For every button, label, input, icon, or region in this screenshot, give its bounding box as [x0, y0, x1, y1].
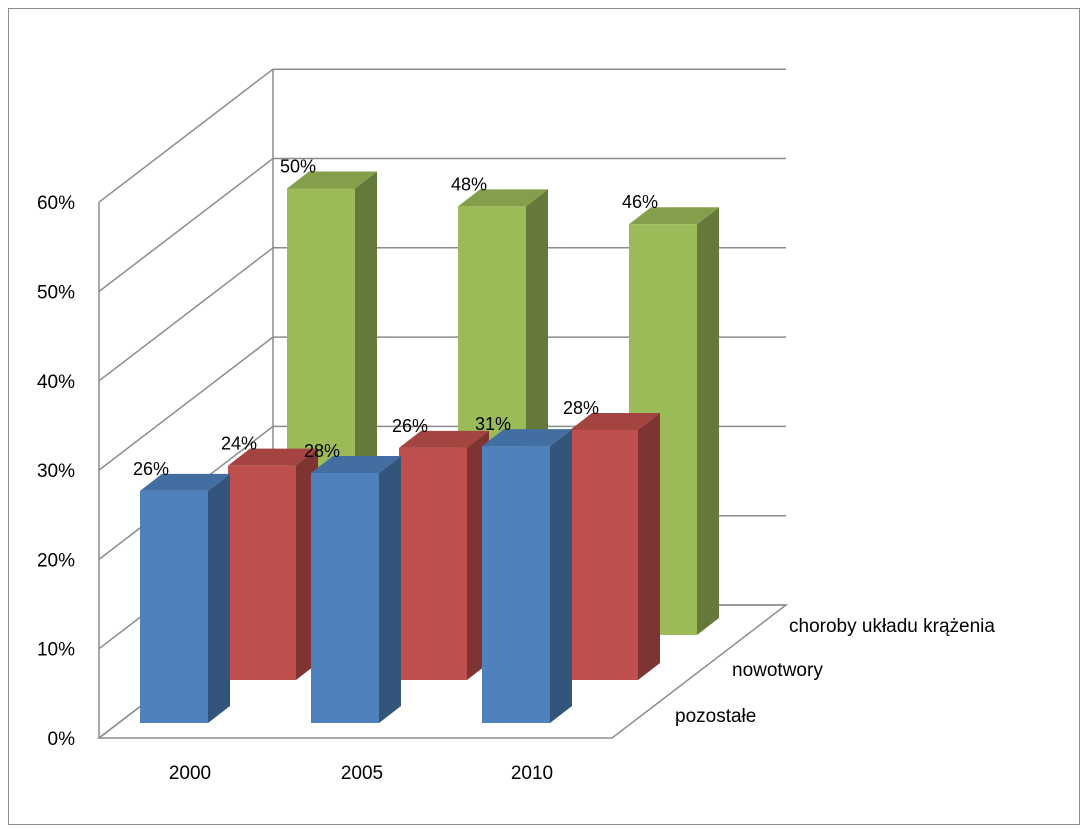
y-tick-label: 0%: [48, 729, 76, 750]
data-label: 28%: [304, 441, 340, 461]
series-axis-label: nowotwory: [732, 660, 823, 681]
bar-top-face: [629, 207, 719, 225]
bar-top-face: [140, 473, 230, 491]
bar-side-face: [379, 455, 401, 723]
gridline-side: [98, 336, 274, 471]
chart-frame: [8, 8, 1080, 825]
bar: [482, 429, 572, 723]
bar-front-face: [399, 447, 467, 680]
bar-top-face: [482, 429, 572, 447]
bar-top-face: [399, 430, 489, 448]
gridline-side: [98, 247, 274, 382]
gridline-side: [98, 157, 274, 293]
data-label: 26%: [392, 416, 428, 436]
y-tick-label: 30%: [37, 461, 75, 482]
bar-front-face: [482, 446, 550, 723]
bar: [140, 473, 230, 723]
bar-side-face: [697, 207, 719, 635]
series-axis-label: choroby układu krążenia: [789, 616, 995, 637]
x-category-label: 2005: [341, 763, 383, 784]
data-label: 31%: [475, 414, 511, 434]
y-tick-label: 50%: [37, 283, 75, 304]
gridline-side: [98, 68, 274, 203]
y-tick-label: 40%: [37, 372, 75, 393]
bar-side-face: [208, 473, 230, 723]
series-axis-label: pozostałe: [675, 706, 756, 727]
data-label: 50%: [280, 157, 316, 177]
bar-top-face: [311, 455, 401, 473]
y-tick-label: 60%: [37, 193, 75, 214]
bar-top-face: [458, 189, 548, 207]
x-category-label: 2000: [169, 763, 211, 784]
x-category-label: 2010: [511, 763, 553, 784]
y-tick-label: 10%: [37, 640, 75, 661]
bar: [311, 455, 401, 723]
data-label: 26%: [133, 459, 169, 479]
data-label: 46%: [622, 192, 658, 212]
bar-front-face: [311, 472, 379, 723]
bar-front-face: [140, 490, 208, 723]
bar-top-face: [228, 448, 318, 466]
data-label: 28%: [563, 398, 599, 418]
bar: [228, 448, 318, 680]
bar-top-face: [570, 412, 660, 430]
data-label: 48%: [451, 174, 487, 194]
bar-front-face: [570, 429, 638, 680]
bar-side-face: [638, 412, 660, 680]
data-label: 24%: [221, 434, 257, 454]
y-tick-label: 20%: [37, 550, 75, 571]
bar-top-face: [287, 171, 377, 189]
bar-front-face: [228, 465, 296, 680]
bar-side-face: [550, 429, 572, 723]
bar: [570, 412, 660, 680]
bar: [399, 430, 489, 680]
